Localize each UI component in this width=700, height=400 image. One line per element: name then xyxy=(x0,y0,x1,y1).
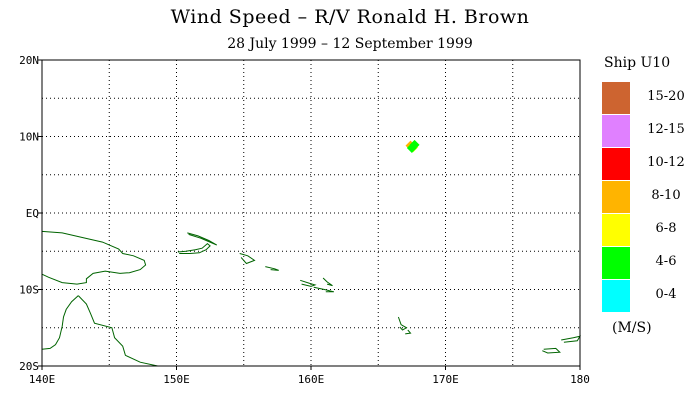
legend-swatch xyxy=(602,115,630,147)
coastline xyxy=(397,316,408,331)
coastline xyxy=(77,295,158,367)
lon-tick-label: 180 xyxy=(570,373,590,386)
legend-swatch xyxy=(602,148,630,180)
coastline xyxy=(405,329,412,335)
coastline xyxy=(300,279,317,287)
map-title: Wind Speed – R/V Ronald H. Brown xyxy=(170,6,530,28)
legend-swatch-label: 4-6 xyxy=(655,254,677,269)
lat-tick-label: 10S xyxy=(19,284,39,297)
lon-tick-label: 160E xyxy=(298,373,325,386)
legend-swatch-label: 12-15 xyxy=(647,122,685,137)
coastline xyxy=(561,335,582,343)
legend-swatch-label: 15-20 xyxy=(647,89,685,104)
lon-tick-label: 170E xyxy=(432,373,459,386)
legend-swatch-label: 6-8 xyxy=(655,221,677,236)
legend-title: Ship U10 xyxy=(604,55,671,71)
coastline xyxy=(41,230,147,285)
legend-swatch xyxy=(602,181,630,213)
coastline xyxy=(542,347,561,354)
legend-swatch xyxy=(602,247,630,279)
coastline xyxy=(177,242,211,254)
coastline xyxy=(322,277,333,287)
lon-tick-label: 140E xyxy=(29,373,56,386)
legend-swatch xyxy=(602,280,630,312)
ship-observations xyxy=(405,139,420,153)
coastline xyxy=(41,295,79,350)
coastline xyxy=(239,253,256,265)
legend-swatch xyxy=(602,214,630,246)
legend-swatch-label: 0-4 xyxy=(655,287,677,302)
coastline xyxy=(313,286,335,293)
lat-tick-label: EQ xyxy=(26,207,39,220)
lat-tick-label: 10N xyxy=(19,131,39,144)
lat-tick-label: 20N xyxy=(19,54,39,67)
axis-ticks: 140E 150E 160E 170E 180 20N 10N EQ 10S 20S xyxy=(19,54,590,386)
lon-tick-label: 150E xyxy=(163,373,190,386)
coastlines xyxy=(41,230,582,367)
coastline xyxy=(265,266,279,271)
legend-units: (M/S) xyxy=(612,320,652,336)
legend-swatch xyxy=(602,82,630,114)
ship-observation-marker xyxy=(406,142,417,153)
coastline xyxy=(187,232,218,246)
map-subtitle: 28 July 1999 – 12 September 1999 xyxy=(227,36,473,52)
legend-swatch-label: 8-10 xyxy=(651,188,681,203)
legend-swatch-label: 10-12 xyxy=(647,155,685,170)
lat-tick-label: 20S xyxy=(19,360,39,373)
grid-lines xyxy=(42,60,580,366)
